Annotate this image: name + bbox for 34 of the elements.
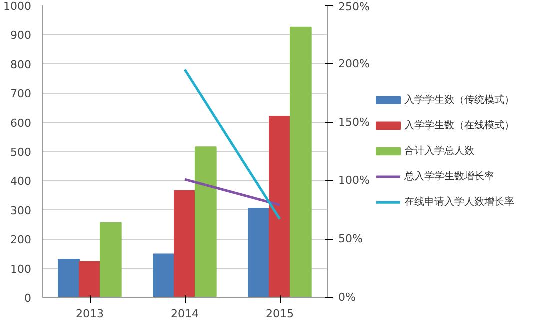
legend-label: 总入学学生数增长率 [404, 170, 494, 183]
legend-label: 在线申请入学人数增长率 [404, 196, 514, 208]
y2-tick-label: 50% [338, 232, 363, 246]
bar [58, 259, 80, 298]
x-tick-label: 2014 [171, 308, 200, 320]
y-tick-label: 800 [10, 58, 32, 72]
bar [79, 261, 101, 298]
bar [248, 208, 270, 298]
y-tick-label: 600 [10, 116, 32, 130]
bar [194, 146, 217, 298]
y-tick-label: 700 [10, 88, 32, 101]
y-tick-label: 200 [10, 234, 32, 247]
y-tick-label: 0 [24, 292, 32, 305]
bar [174, 190, 196, 298]
y2-tick-label: 200% [338, 57, 370, 70]
y-tick-label: 900 [10, 29, 32, 42]
y2-tick-label: 0% [338, 291, 356, 304]
y2-tick-label: 250% [338, 0, 370, 14]
y-tick-label: 100 [10, 262, 32, 276]
bar [153, 254, 176, 298]
legend-label: 入学学生数（传统模式） [404, 94, 514, 106]
legend-label: 入学学生数（在线模式） [404, 119, 514, 132]
x-tick-label: 2015 [266, 308, 294, 320]
y-tick-label: 300 [10, 204, 32, 218]
bar [290, 26, 312, 298]
bar [100, 222, 122, 298]
bar [269, 116, 291, 298]
y-tick-label: 400 [10, 175, 32, 188]
x-tick-label: 2013 [76, 308, 104, 320]
y2-tick-label: 100% [338, 174, 370, 188]
legend-label: 合计入学总人数 [404, 145, 474, 157]
y2-tick-label: 150% [338, 116, 370, 129]
y-tick-label: 500 [10, 146, 32, 159]
y-tick-label: 1000 [4, 0, 32, 13]
